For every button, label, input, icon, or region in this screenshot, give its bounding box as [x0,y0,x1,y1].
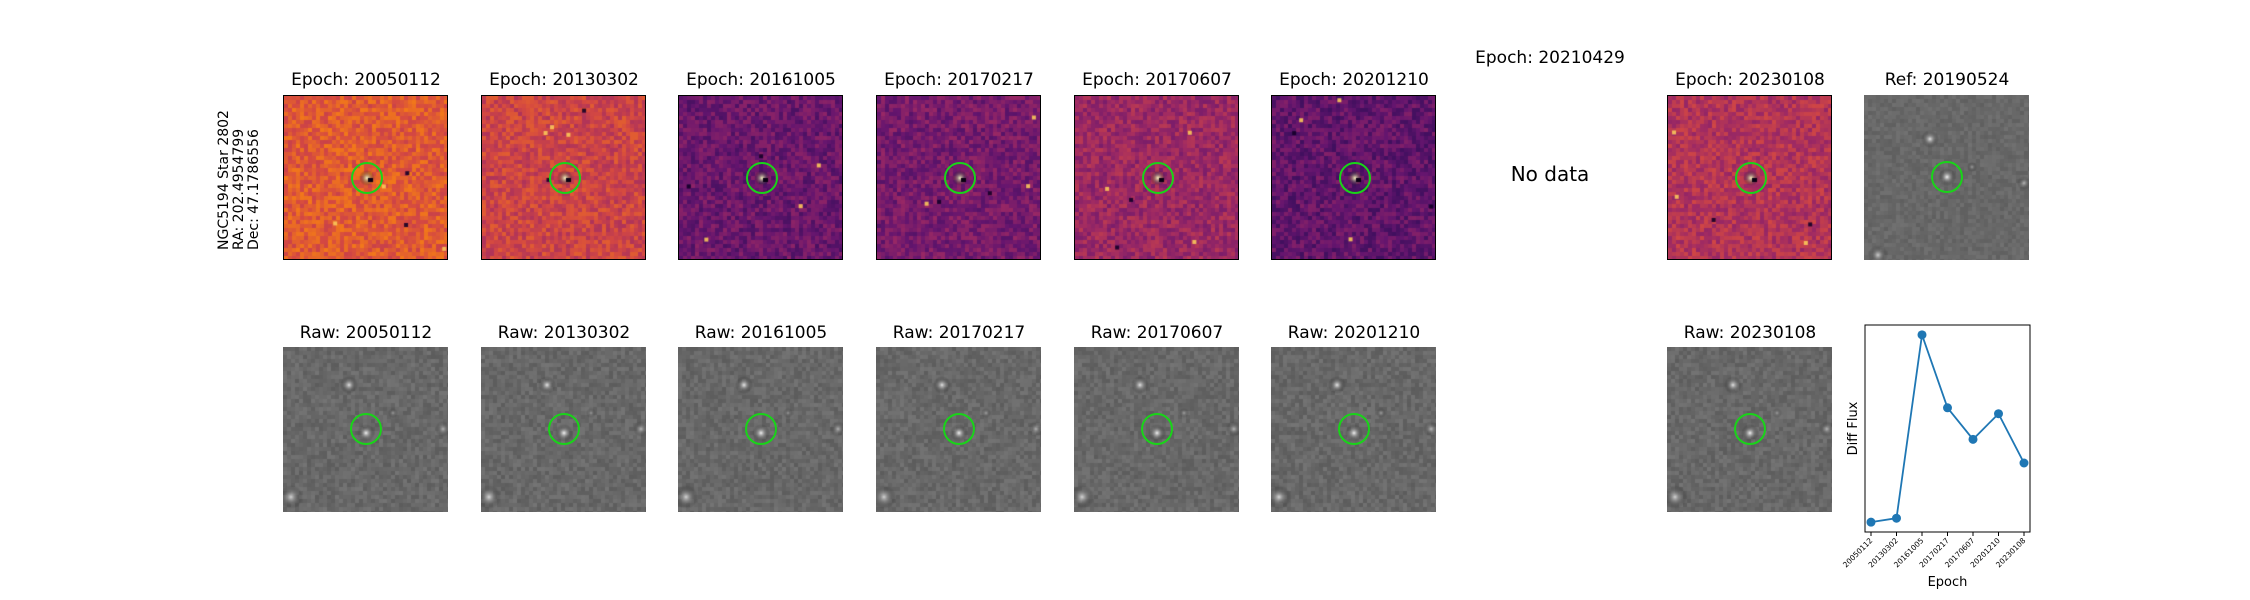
diff-title-0: Epoch: 20050112 [291,70,441,90]
target-ring [746,162,778,194]
raw-image-1 [481,347,646,512]
raw-title-0: Raw: 20050112 [299,323,433,343]
diff-image-3 [876,95,1041,260]
diff-title-6: Epoch: 20210429 [1475,48,1625,68]
data-point [1994,409,2003,419]
raw-image-3 [876,347,1041,512]
target-ring [1931,161,1963,193]
data-point [1943,403,1952,413]
target-ring [1142,162,1174,194]
x-axis-label: Epoch [1928,575,1968,590]
target-ring [549,162,581,194]
target-ring [1735,162,1767,194]
target-ring [1141,413,1173,445]
raw-image-0 [283,347,448,512]
diff-title-4: Epoch: 20170607 [1082,70,1232,90]
raw-title-5: Raw: 20201210 [1287,323,1421,343]
raw-image-5 [1271,347,1436,512]
star-name: NGC5194 Star 2802 [216,110,232,250]
raw-image-4 [1074,347,1239,512]
light-curve-chart: 2005011220130302201610052017021720170607… [1841,324,2031,590]
ref-image [1864,95,2029,260]
target-ring [351,162,383,194]
target-ring [943,413,975,445]
diff-image-5 [1271,95,1436,260]
target-ring [944,162,976,194]
data-point [1968,434,1978,444]
raw-title-6: Raw: 20230108 [1683,323,1817,343]
y-axis-label: Diff Flux [1846,401,1861,455]
raw-title-1: Raw: 20130302 [497,323,631,343]
data-point [1892,513,1901,523]
diff-title-7: Epoch: 20230108 [1675,70,1825,90]
series-line [1870,334,2025,524]
target-ring [350,413,382,445]
star-label: NGC5194 Star 2802 RA: 202.4954799 Dec: 4… [216,90,267,250]
ref-title: Ref: 20190524 [1884,70,2010,90]
target-ring [1339,162,1371,194]
diff-image-4 [1074,95,1239,260]
diff-title-2: Epoch: 20161005 [686,70,836,90]
diff-title-5: Epoch: 20201210 [1279,70,1429,90]
diff-image-0 [283,95,448,260]
data-point [1917,330,1927,340]
target-ring [1734,413,1766,445]
data-point [2019,458,2029,468]
diff-image-2 [678,95,843,260]
target-ring [1338,413,1370,445]
diff-image-1 [481,95,646,260]
diff-image-7 [1667,95,1832,260]
raw-image-6 [1667,347,1832,512]
data-point [1866,517,1876,527]
raw-title-2: Raw: 20161005 [694,323,828,343]
no-data-label: No data [1510,162,1590,186]
target-ring [745,413,777,445]
diff-title-1: Epoch: 20130302 [489,70,639,90]
raw-title-3: Raw: 20170217 [892,323,1026,343]
raw-title-4: Raw: 20170607 [1090,323,1224,343]
star-dec: Dec: 47.1786556 [246,129,262,250]
target-ring [548,413,580,445]
star-ra: RA: 202.4954799 [231,128,247,250]
raw-image-2 [678,347,843,512]
diff-title-3: Epoch: 20170217 [884,70,1034,90]
